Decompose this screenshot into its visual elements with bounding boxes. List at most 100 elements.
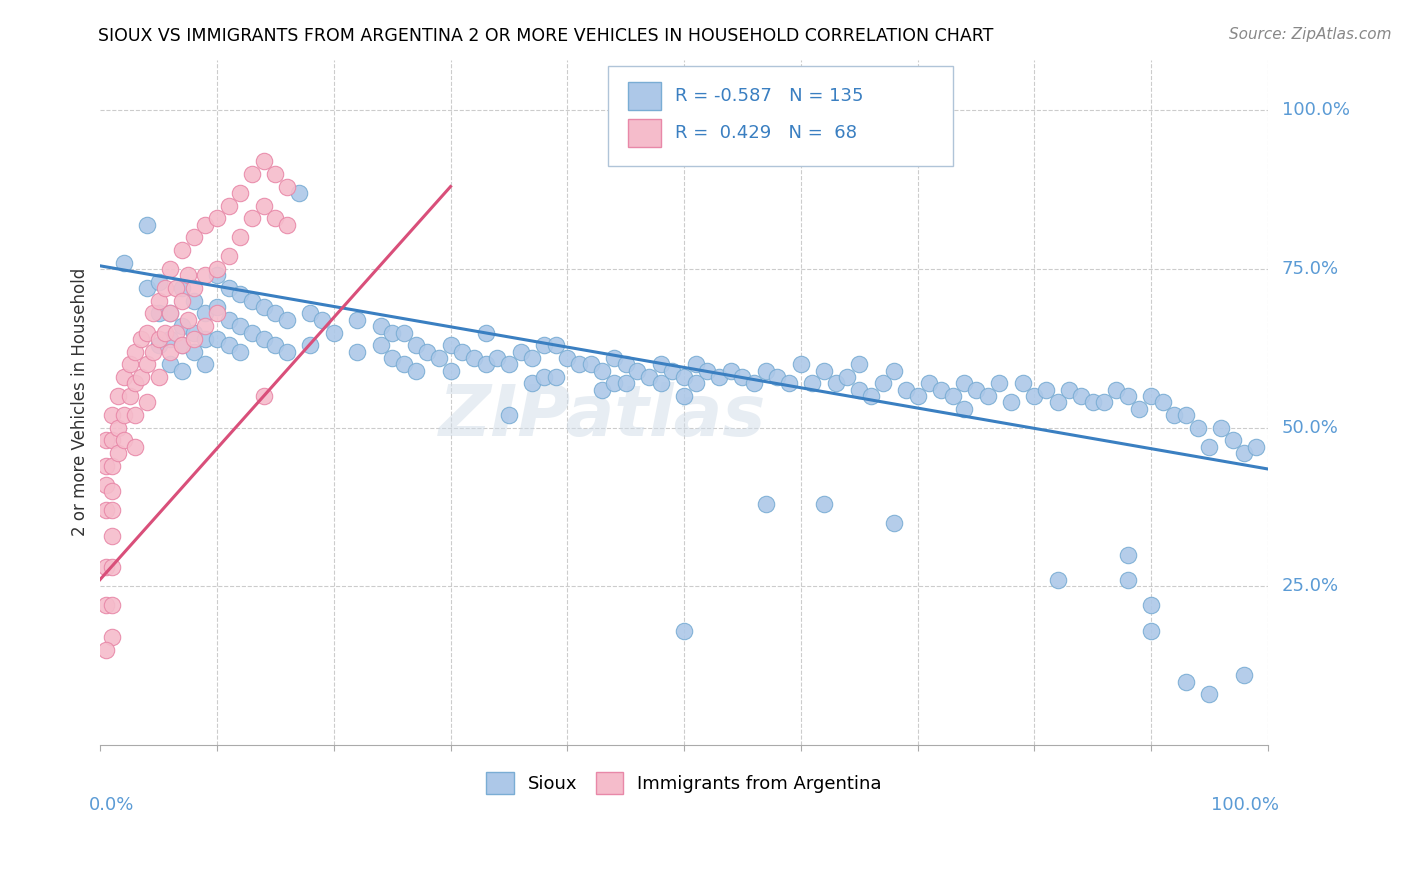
Point [170, 281, 193, 295]
Point [522, 351, 544, 365]
Point [837, 370, 859, 384]
Text: SIOUX VS IMMIGRANTS FROM ARGENTINA 2 OR MORE VEHICLES IN HOUSEHOLD CORRELATION C: SIOUX VS IMMIGRANTS FROM ARGENTINA 2 OR … [98, 27, 994, 45]
Legend: Sioux, Immigrants from Argentina: Sioux, Immigrants from Argentina [479, 764, 889, 801]
Point [148, 338, 170, 352]
Point [392, 357, 415, 371]
Point [276, 179, 298, 194]
Point [685, 357, 707, 371]
Text: 25.0%: 25.0% [1282, 577, 1339, 595]
Point [218, 281, 240, 295]
Point [544, 338, 567, 352]
Point [544, 370, 567, 384]
Point [96, 478, 118, 492]
Point [112, 408, 135, 422]
Point [101, 434, 124, 448]
Point [240, 211, 263, 226]
Point [918, 376, 941, 391]
Point [603, 351, 626, 365]
Point [1222, 434, 1244, 448]
Point [848, 383, 870, 397]
Point [1140, 599, 1163, 613]
Point [240, 293, 263, 308]
Point [988, 376, 1011, 391]
Point [96, 434, 118, 448]
Point [1116, 548, 1139, 562]
Point [264, 167, 287, 181]
Point [579, 357, 602, 371]
Point [136, 395, 159, 409]
Text: 100.0%: 100.0% [1282, 102, 1350, 120]
Point [568, 357, 591, 371]
Point [159, 306, 181, 320]
Point [170, 338, 193, 352]
Point [136, 218, 159, 232]
Point [1128, 401, 1150, 416]
Point [1244, 440, 1267, 454]
Point [136, 326, 159, 340]
Point [101, 408, 124, 422]
Point [229, 186, 252, 200]
Point [183, 293, 205, 308]
Point [1000, 395, 1022, 409]
Point [107, 389, 129, 403]
Point [96, 560, 118, 574]
Point [229, 287, 252, 301]
Point [170, 293, 193, 308]
Point [299, 338, 322, 352]
Point [346, 313, 368, 327]
Point [1175, 674, 1198, 689]
Point [205, 332, 228, 346]
Point [522, 376, 544, 391]
Point [148, 275, 170, 289]
Bar [628, 82, 661, 110]
Point [1152, 395, 1174, 409]
Point [96, 599, 118, 613]
Point [591, 383, 613, 397]
Point [112, 370, 135, 384]
Point [218, 313, 240, 327]
Point [1046, 395, 1069, 409]
Point [240, 167, 263, 181]
Y-axis label: 2 or more Vehicles in Household: 2 or more Vehicles in Household [72, 268, 89, 536]
Point [824, 376, 846, 391]
FancyBboxPatch shape [609, 67, 952, 166]
Point [183, 332, 205, 346]
Point [941, 389, 963, 403]
Point [696, 363, 718, 377]
Point [177, 268, 200, 283]
Point [112, 256, 135, 270]
Point [381, 326, 404, 340]
Point [498, 408, 520, 422]
Point [299, 306, 322, 320]
Point [474, 326, 496, 340]
Point [1011, 376, 1033, 391]
Point [129, 370, 152, 384]
Point [370, 338, 392, 352]
Point [183, 344, 205, 359]
Point [205, 300, 228, 314]
Point [159, 344, 181, 359]
Text: R = -0.587   N = 135: R = -0.587 N = 135 [675, 87, 863, 105]
Point [346, 344, 368, 359]
Point [1081, 395, 1104, 409]
Point [194, 332, 217, 346]
Point [439, 338, 461, 352]
Point [1092, 395, 1115, 409]
Point [177, 313, 200, 327]
Point [626, 363, 648, 377]
Point [101, 630, 124, 644]
Point [118, 389, 141, 403]
Point [101, 560, 124, 574]
Point [720, 363, 742, 377]
Point [894, 383, 917, 397]
Point [509, 344, 531, 359]
Point [1059, 383, 1081, 397]
Point [801, 376, 824, 391]
Point [766, 370, 789, 384]
Point [159, 357, 181, 371]
Text: 100.0%: 100.0% [1212, 797, 1279, 814]
Point [498, 357, 520, 371]
Point [101, 528, 124, 542]
Point [1116, 389, 1139, 403]
Point [148, 293, 170, 308]
